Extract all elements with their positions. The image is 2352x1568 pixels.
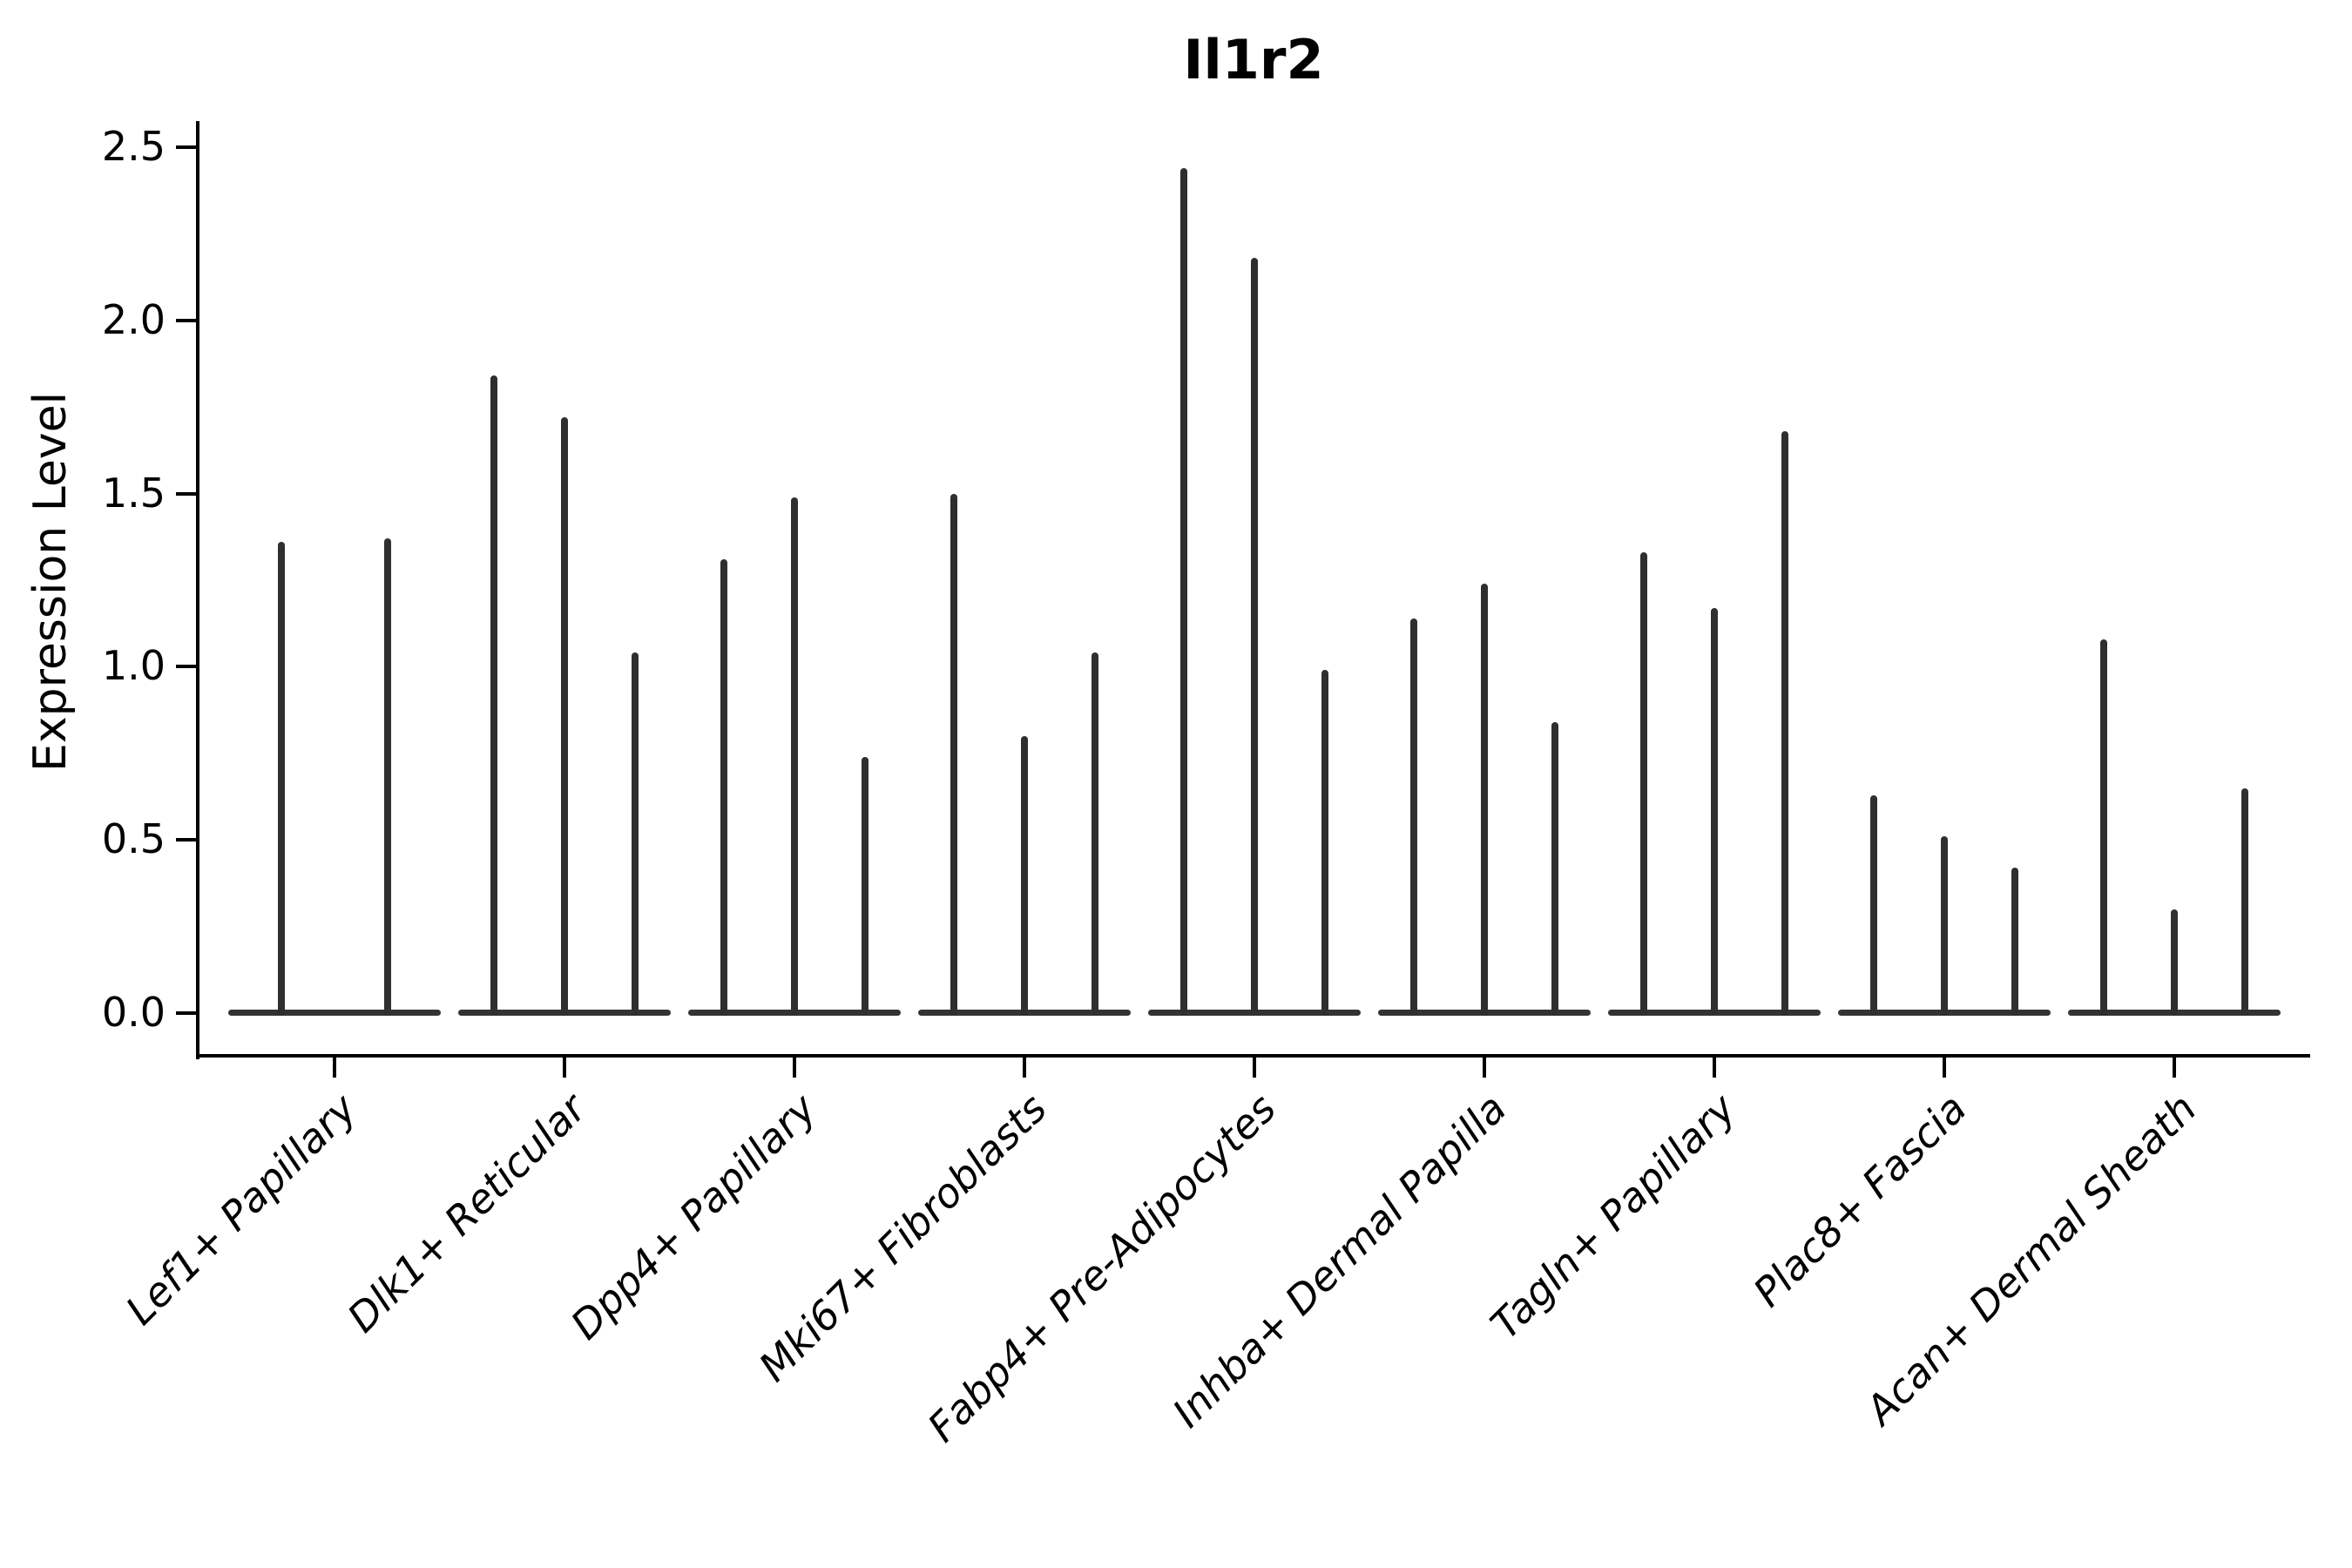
violin-spike <box>278 542 285 1016</box>
x-tick-mark <box>333 1058 336 1078</box>
x-tick-mark <box>1943 1058 1946 1078</box>
violin-spike <box>1639 552 1647 1016</box>
y-tick-label: 1.5 <box>101 469 166 517</box>
y-tick-mark <box>176 145 198 149</box>
y-tick-label: 1.0 <box>101 642 166 690</box>
x-axis-spine <box>196 1054 2310 1058</box>
y-axis-spine <box>196 121 199 1059</box>
x-tick-mark <box>1483 1058 1486 1078</box>
y-tick-mark <box>176 491 198 496</box>
violin-spike <box>720 559 727 1016</box>
violin-spike <box>632 652 639 1016</box>
violin-spike <box>2171 909 2178 1016</box>
x-tick-label: Plac8+ Fascia <box>1743 1085 1976 1316</box>
violin-spike <box>561 417 568 1016</box>
violin-spike <box>384 538 391 1016</box>
violin-spike <box>490 375 497 1016</box>
x-tick-label: Dlk1+ Reticular <box>338 1085 596 1342</box>
violin-spike <box>950 493 957 1016</box>
y-tick-mark <box>176 1011 198 1015</box>
y-tick-mark <box>176 318 198 322</box>
violin-spike <box>1251 258 1258 1016</box>
violin-spike <box>1321 670 1329 1016</box>
y-axis-label: Expression Level <box>24 391 77 773</box>
x-tick-mark <box>2173 1058 2176 1078</box>
violin-spike <box>1551 722 1559 1016</box>
x-tick-mark <box>563 1058 566 1078</box>
y-tick-label: 0.5 <box>101 815 166 863</box>
plot-title: Il1r2 <box>1183 28 1324 91</box>
y-tick-label: 2.0 <box>101 295 166 343</box>
violin-spike <box>862 756 869 1016</box>
violin-spike <box>1781 431 1789 1016</box>
x-tick-mark <box>1713 1058 1716 1078</box>
violin-base <box>228 1010 441 1016</box>
y-tick-mark <box>176 665 198 669</box>
violin-spike <box>2011 868 2019 1016</box>
x-tick-label: Lef1+ Papillary <box>116 1085 366 1335</box>
y-tick-label: 0.0 <box>101 989 166 1036</box>
violin-spike <box>1869 794 1877 1016</box>
x-tick-mark <box>1023 1058 1026 1078</box>
x-tick-mark <box>793 1058 796 1078</box>
violin-spike <box>2241 787 2249 1016</box>
y-tick-label: 2.5 <box>101 123 166 170</box>
violin-spike <box>1179 167 1187 1016</box>
violin-spike <box>1092 652 1099 1016</box>
violin-spike <box>1941 836 1948 1016</box>
y-tick-mark <box>176 838 198 842</box>
violin-spike <box>1409 618 1417 1016</box>
violin-spike <box>1711 607 1718 1016</box>
violin-spike <box>1481 583 1488 1016</box>
x-tick-mark <box>1253 1058 1256 1078</box>
violin-spike <box>791 497 798 1016</box>
violin-spike <box>2099 639 2107 1016</box>
violin-spike <box>1021 735 1028 1016</box>
x-tick-label: Tagln+ Papillary <box>1482 1085 1746 1348</box>
x-tick-label: Dpp4+ Papillary <box>561 1085 826 1348</box>
